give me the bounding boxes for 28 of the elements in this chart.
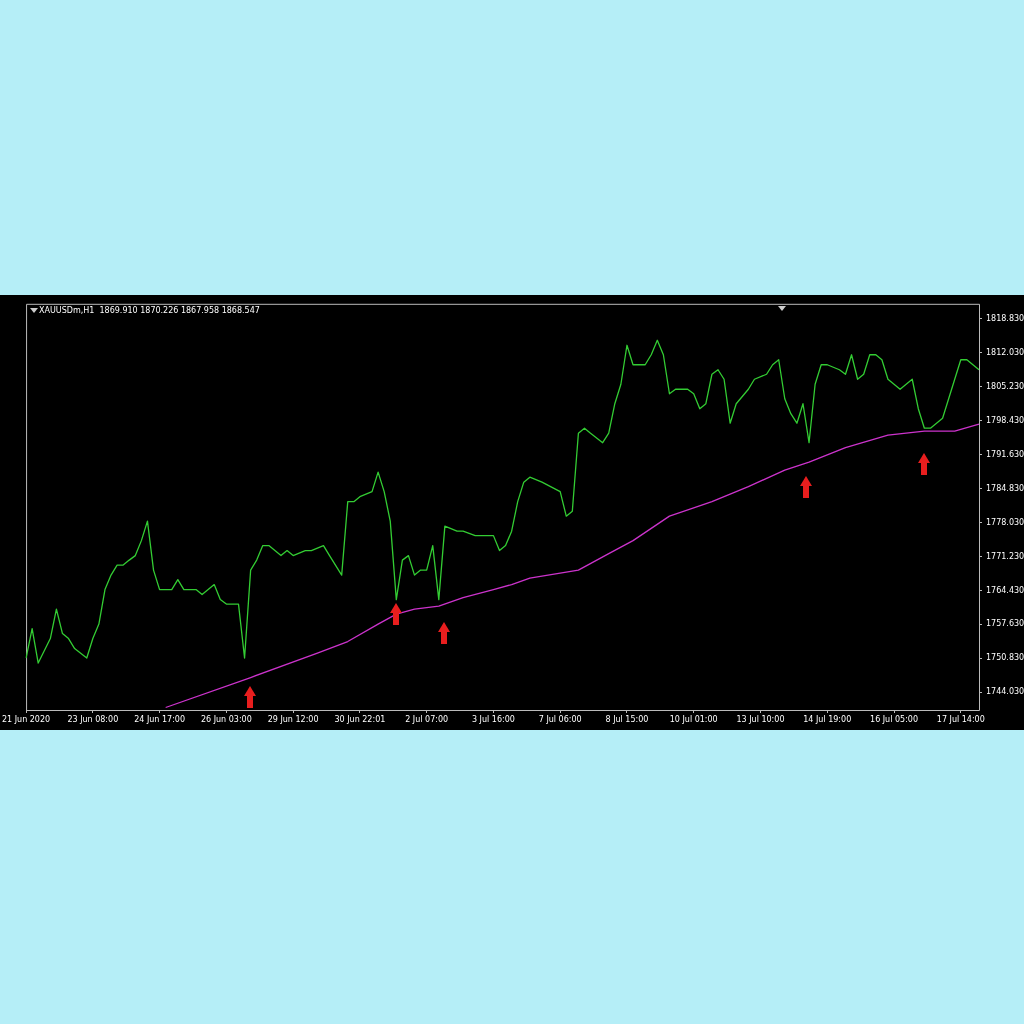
x-tick-label: 7 Jul 06:00 [538,714,582,724]
x-tick-label: 23 Jun 08:00 [67,714,119,724]
y-tick-label: 1778.030 [986,517,1024,527]
x-tick-label: 10 Jul 01:00 [669,714,718,724]
y-tick-label: 1757.630 [986,619,1024,629]
x-tick-label: 17 Jul 14:00 [936,714,985,724]
y-tick-label: 1784.830 [986,483,1024,493]
x-tick-label: 3 Jul 16:00 [471,714,515,724]
y-tick-label: 1818.830 [986,313,1024,323]
y-tick-label: 1805.230 [986,381,1024,391]
y-tick-label: 1771.230 [986,551,1024,561]
x-tick-label: 14 Jul 19:00 [803,714,852,724]
x-tick-label: 2 Jul 07:00 [405,714,449,724]
y-tick-label: 1744.030 [986,687,1024,697]
chart-title: XAUUSDm,H1 1869.910 1870.226 1867.958 1868.547 [39,305,260,315]
x-tick-label: 24 Jun 17:00 [134,714,186,724]
y-tick-label: 1812.030 [986,347,1024,357]
y-tick-label: 1750.830 [986,653,1024,663]
y-tick-label: 1764.430 [986,585,1024,595]
x-tick-label: 13 Jul 10:00 [736,714,785,724]
x-tick-label: 16 Jul 05:00 [870,714,919,724]
x-tick-label: 21 Jun 2020 [2,714,51,724]
x-tick-label: 8 Jul 15:00 [605,714,649,724]
y-tick-label: 1791.630 [986,449,1024,459]
y-tick-label: 1798.430 [986,415,1024,425]
x-tick-label: 26 Jun 03:00 [200,714,252,724]
x-tick-label: 30 Jun 22:01 [334,714,386,724]
x-tick-label: 29 Jun 12:00 [267,714,319,724]
